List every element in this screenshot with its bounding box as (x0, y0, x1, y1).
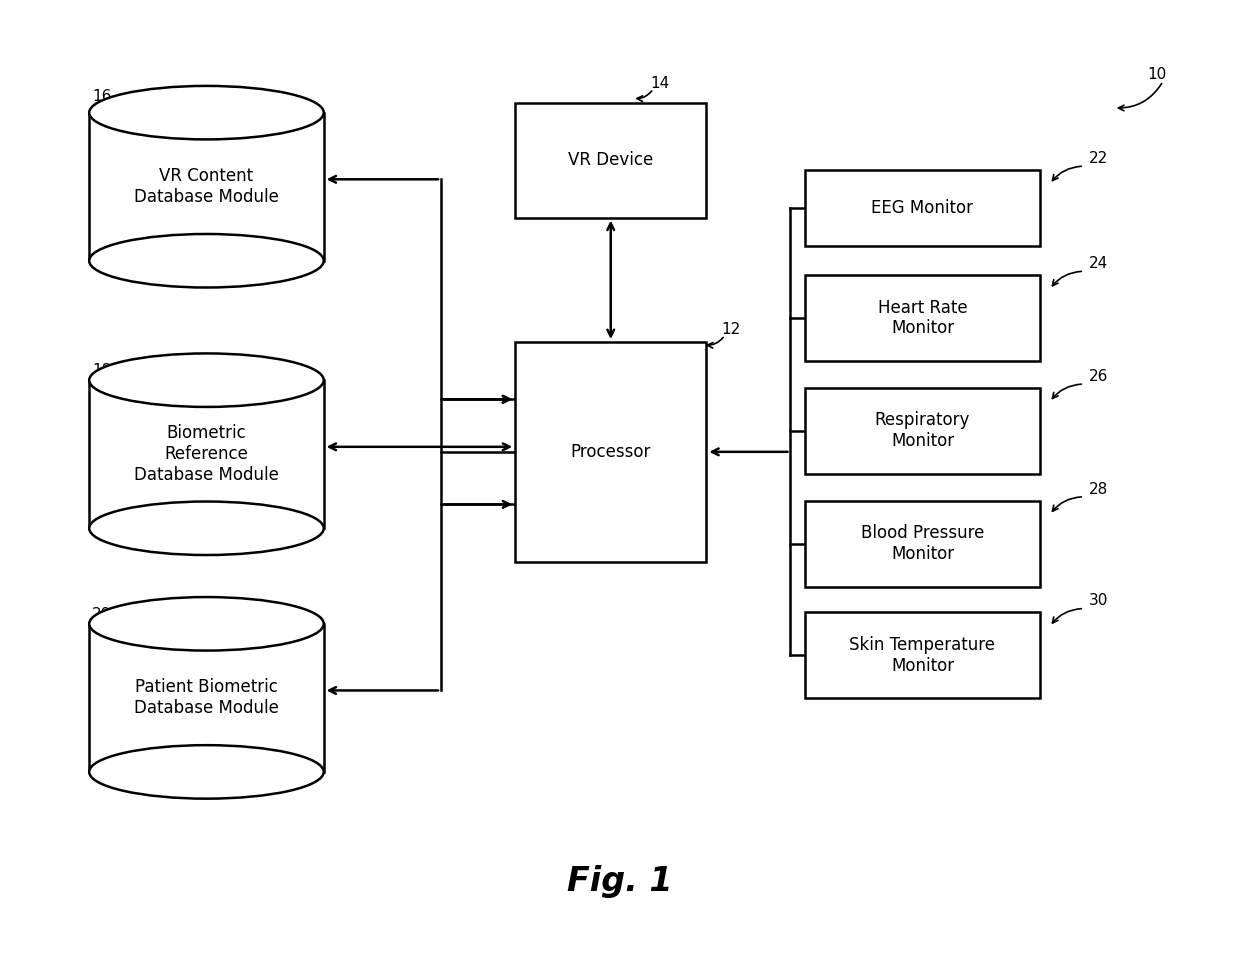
Ellipse shape (89, 502, 324, 555)
Text: 26: 26 (1089, 369, 1109, 383)
Ellipse shape (89, 234, 324, 287)
Text: 30: 30 (1089, 593, 1109, 608)
Text: Skin Temperature
Monitor: Skin Temperature Monitor (849, 636, 996, 675)
Text: 20: 20 (92, 606, 112, 622)
Bar (515, 342, 707, 562)
Polygon shape (89, 624, 324, 772)
Text: Heart Rate
Monitor: Heart Rate Monitor (878, 299, 967, 337)
Text: 14: 14 (650, 77, 670, 91)
Text: VR Content
Database Module: VR Content Database Module (134, 167, 279, 206)
Ellipse shape (89, 597, 324, 651)
Text: 10: 10 (1147, 67, 1167, 82)
Text: Patient Biometric
Database Module: Patient Biometric Database Module (134, 678, 279, 717)
Text: 16: 16 (92, 89, 112, 104)
Bar (805, 170, 1039, 246)
Text: 18: 18 (92, 363, 112, 378)
Text: 12: 12 (722, 322, 740, 337)
Text: 28: 28 (1089, 481, 1109, 497)
Polygon shape (89, 112, 324, 260)
Ellipse shape (89, 745, 324, 799)
Text: Blood Pressure
Monitor: Blood Pressure Monitor (861, 524, 985, 563)
Text: Fig. 1: Fig. 1 (567, 865, 673, 899)
Ellipse shape (89, 354, 324, 407)
Bar (805, 388, 1039, 474)
Bar (805, 275, 1039, 361)
Text: Biometric
Reference
Database Module: Biometric Reference Database Module (134, 425, 279, 484)
Text: VR Device: VR Device (568, 152, 653, 169)
Ellipse shape (89, 86, 324, 139)
Text: Processor: Processor (570, 443, 651, 461)
Text: 22: 22 (1089, 151, 1109, 166)
Text: 24: 24 (1089, 257, 1109, 271)
Bar (805, 612, 1039, 699)
Bar (515, 103, 707, 218)
Bar (805, 501, 1039, 586)
Text: Respiratory
Monitor: Respiratory Monitor (874, 411, 970, 450)
Text: EEG Monitor: EEG Monitor (872, 199, 973, 217)
Polygon shape (89, 381, 324, 529)
